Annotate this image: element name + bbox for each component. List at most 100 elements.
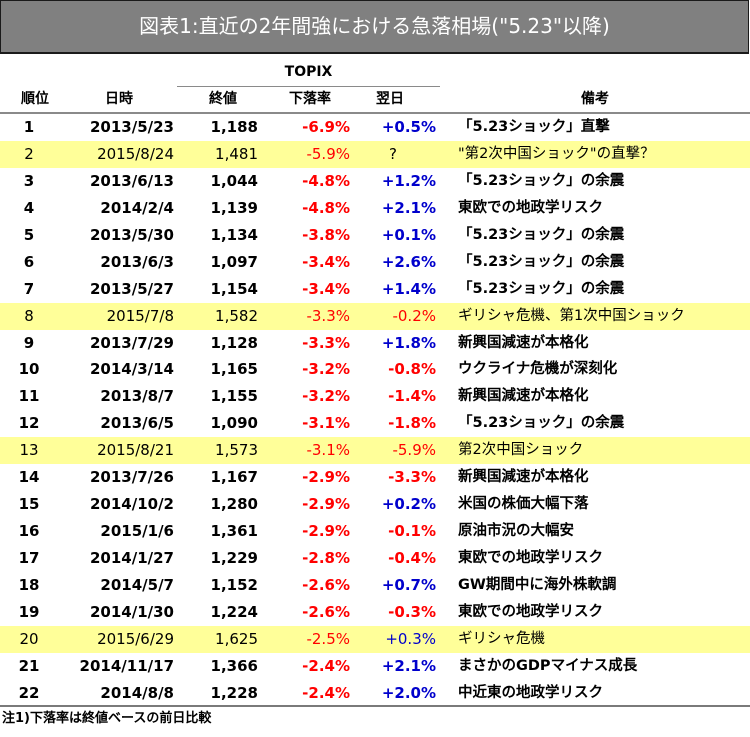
rank-cell: 6 [23, 252, 35, 271]
note-cell: 新興国減速が本格化 [458, 469, 589, 486]
close-cell: 1,128 [210, 333, 258, 352]
next-day-cell: +0.5% [381, 118, 436, 136]
close-cell: 1,582 [215, 306, 258, 325]
next-day-cell: -0.3% [388, 602, 436, 621]
rank-cell: 16 [18, 522, 40, 541]
note-cell: 「5.23ショック」の余震 [458, 253, 625, 270]
next-day-cell: +0.3% [385, 629, 436, 648]
note-cell: "第2次中国ショック"の直撃？ [458, 145, 655, 162]
next-day-cell: -1.4% [388, 387, 436, 406]
drop-rate-cell: -3.2% [302, 360, 350, 379]
header-date: 日時 [105, 91, 133, 107]
table-row: 2 2015/8/24 1,481 -5.9%? "第2次中国ショック"の直撃？ [0, 140, 750, 168]
drop-rate-cell: -4.8% [302, 171, 350, 190]
drop-rate-cell: -3.3% [306, 306, 350, 325]
rank-cell: 10 [18, 360, 40, 379]
rank-cell: 7 [23, 279, 35, 298]
table-row: 10 2014/3/14 1,165 -3.2% -0.8% ウクライナ危機が深刻化 [0, 356, 750, 383]
rank-cell: 20 [19, 629, 39, 648]
next-day-cell: +2.1% [381, 198, 436, 217]
date-cell: 2014/5/7 [100, 575, 174, 594]
next-day-cell: -3.3% [388, 468, 436, 487]
drop-rate-cell: -3.3% [302, 333, 350, 352]
close-cell: 1,228 [210, 683, 258, 702]
table-row: 3 2013/6/13 1,044 -4.8% +1.2% 「5.23ショック」の余震 [0, 168, 750, 195]
date-cell: 2015/7/8 [106, 306, 174, 325]
close-cell: 1,224 [210, 602, 258, 621]
date-cell: 2015/8/24 [97, 144, 174, 163]
close-cell: 1,167 [210, 468, 258, 487]
rank-cell: 14 [18, 468, 40, 487]
drop-rate-cell: -4.8% [302, 198, 350, 217]
date-cell: 2013/6/13 [89, 171, 174, 190]
close-cell: 1,044 [210, 171, 258, 190]
rank-cell: 4 [23, 198, 35, 217]
note-cell: 東欧での地政学リスク [458, 550, 603, 566]
rank-cell: 12 [18, 414, 40, 433]
close-cell: 1,155 [210, 387, 258, 406]
note-cell: 東欧での地政学リスク [458, 199, 603, 216]
table-header: 順位 日時 終値 下落率 翌日 備考 [0, 87, 750, 114]
table-row: 11 2013/8/7 1,155 -3.2% -1.4% 新興国減速が本格化 [0, 383, 750, 410]
close-cell: 1,090 [210, 414, 258, 433]
header-next-day: 翌日 [376, 91, 404, 107]
drop-rate-cell: -2.9% [302, 522, 350, 541]
drop-rate-cell: -3.8% [302, 225, 350, 244]
table-row: 7 2013/5/27 1,154 -3.4% +1.4% 「5.23ショック」の余震 [0, 276, 750, 303]
date-cell: 2013/8/7 [100, 387, 174, 406]
next-day-cell: -0.1% [388, 522, 436, 541]
next-day-cell: +2.1% [381, 656, 436, 675]
close-cell: 1,097 [210, 252, 258, 271]
close-cell: 1,280 [210, 495, 258, 514]
drop-rate-cell: -2.9% [302, 495, 350, 514]
note-cell: まさかのGDPマイナス成長 [458, 657, 638, 674]
note-cell: 「5.23ショック」の余震 [458, 226, 625, 243]
date-cell: 2014/2/4 [100, 198, 174, 217]
table-row: 20 2015/6/29 1,625 -2.5% +0.3% ギリシャ危機 [0, 625, 750, 653]
rank-cell: 19 [18, 602, 40, 621]
date-cell: 2015/6/29 [97, 629, 174, 648]
note-cell: ギリシャ危機 [458, 630, 545, 647]
drop-rate-cell: -3.1% [302, 414, 350, 433]
rank-cell: 2 [24, 144, 34, 163]
next-day-cell: +2.0% [381, 683, 436, 702]
date-cell: 2013/6/5 [100, 414, 174, 433]
rank-cell: 17 [18, 549, 40, 567]
next-day-cell: -1.8% [388, 414, 436, 433]
next-day-cell: +1.2% [381, 171, 436, 190]
close-cell: 1,134 [210, 225, 258, 244]
table-row: 18 2014/5/7 1,152 -2.6% +0.7% GW期間中に海外株軟調 [0, 572, 750, 599]
drop-rate-cell: -3.4% [302, 252, 350, 271]
next-day-cell: ? [389, 144, 397, 163]
close-cell: 1,361 [210, 522, 258, 541]
rank-cell: 9 [23, 333, 35, 352]
rank-cell: 11 [18, 387, 40, 406]
close-cell: 1,229 [210, 549, 258, 567]
header-drop-rate: 下落率 [289, 91, 331, 107]
table-row: 14 2013/7/26 1,167 -2.9% -3.3% 新興国減速が本格化 [0, 464, 750, 491]
date-cell: 2015/1/6 [100, 522, 174, 541]
rank-cell: 15 [18, 495, 40, 514]
table-row: 16 2015/1/6 1,361 -2.9% -0.1% 原油市況の大幅安 [0, 518, 750, 545]
table-row: 19 2014/1/30 1,224 -2.6% -0.3% 東欧での地政学リスク [0, 599, 750, 626]
close-cell: 1,481 [215, 144, 258, 163]
next-day-cell: +0.2% [381, 495, 436, 514]
drop-rate-cell: -3.1% [306, 441, 350, 460]
note-cell: 第2次中国ショック [458, 442, 584, 459]
drop-rate-cell: -2.8% [302, 549, 350, 567]
note-cell: 新興国減速が本格化 [458, 334, 589, 351]
rank-cell: 8 [24, 306, 34, 325]
close-cell: 1,139 [210, 198, 258, 217]
drop-rate-cell: -2.9% [302, 468, 350, 487]
rank-cell: 5 [23, 225, 35, 244]
note-cell: 中近東の地政学リスク [458, 684, 603, 701]
table-row: 4 2014/2/4 1,139 -4.8% +2.1% 東欧での地政学リスク [0, 195, 750, 222]
rank-cell: 3 [23, 171, 35, 190]
note-cell: 「5.23ショック」の余震 [458, 280, 625, 297]
next-day-cell: -0.8% [388, 360, 436, 379]
next-day-cell: +2.6% [381, 252, 436, 271]
header-close: 終値 [209, 91, 237, 107]
table-bottom-border [0, 705, 750, 707]
note-cell: 「5.23ショック」の余震 [458, 172, 625, 189]
rank-cell: 22 [18, 683, 40, 702]
